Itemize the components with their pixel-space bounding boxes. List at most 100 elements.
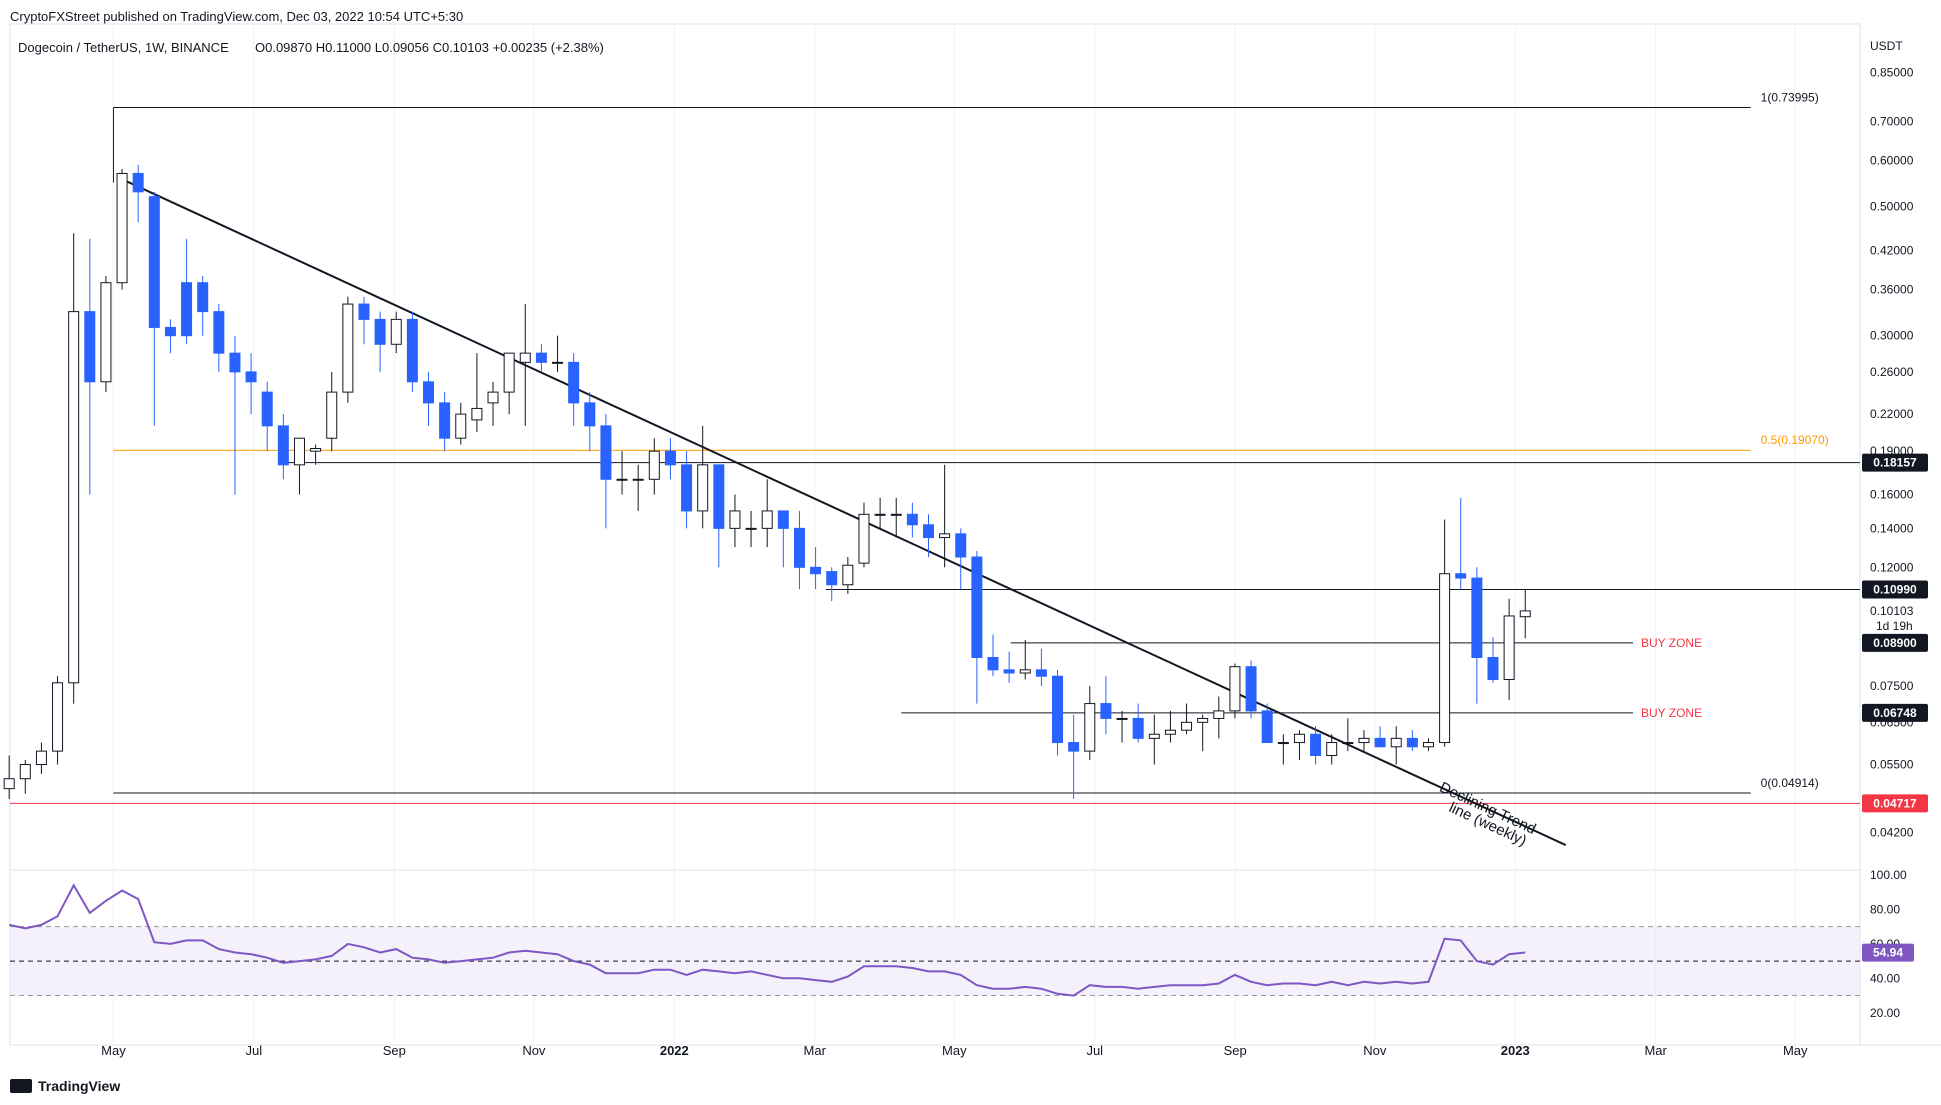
candle-body bbox=[132, 172, 144, 193]
countdown-label: 1d 19h bbox=[1876, 619, 1913, 633]
rsi-line bbox=[8, 883, 1526, 997]
candle-body bbox=[777, 510, 789, 529]
price-badge-label: 0.08900 bbox=[1873, 636, 1917, 650]
candle-body bbox=[616, 478, 628, 481]
rsi-tick-label: 80.00 bbox=[1870, 902, 1900, 916]
candle-body bbox=[1439, 573, 1451, 744]
candle-body bbox=[1326, 742, 1338, 757]
candle-body bbox=[1310, 733, 1322, 757]
candle-body bbox=[939, 533, 951, 539]
candle-body bbox=[1487, 656, 1499, 680]
price-tick-label: 0.30000 bbox=[1870, 329, 1914, 343]
candle-body bbox=[632, 478, 644, 481]
candle-body bbox=[358, 303, 370, 320]
price-badge bbox=[1862, 453, 1928, 472]
candle-body bbox=[326, 391, 338, 439]
price-tick-label: 0.16000 bbox=[1870, 488, 1914, 502]
candle-body bbox=[584, 402, 596, 427]
price-tick-label: 0.26000 bbox=[1870, 365, 1914, 379]
price-tick-label: 0.12000 bbox=[1870, 560, 1914, 574]
candle-body bbox=[568, 361, 580, 404]
candle-body bbox=[842, 564, 854, 586]
time-tick-label: Sep bbox=[1224, 1043, 1247, 1058]
price-tick-label: 0.85000 bbox=[1870, 65, 1914, 79]
tradingview-brand: TradingView bbox=[10, 1078, 120, 1094]
candle-body bbox=[1503, 615, 1515, 680]
candle-body bbox=[68, 311, 80, 684]
candle-body bbox=[374, 318, 386, 345]
candle-body bbox=[100, 282, 112, 383]
candle-body bbox=[906, 513, 918, 526]
time-tick-label: Nov bbox=[522, 1043, 546, 1058]
candle-body bbox=[1293, 733, 1305, 744]
time-tick-label: May bbox=[942, 1043, 967, 1058]
candle-body bbox=[293, 437, 305, 466]
candle-body bbox=[1181, 721, 1193, 731]
candle-body bbox=[648, 450, 660, 480]
price-tick-label: 0.10103 bbox=[1870, 604, 1914, 618]
level-label: 0.5(0.19070) bbox=[1761, 433, 1829, 447]
time-tick-label: Mar bbox=[1644, 1043, 1667, 1058]
rsi-badge-label: 54.94 bbox=[1873, 946, 1903, 960]
candle-body bbox=[1422, 742, 1434, 748]
candle-body bbox=[1471, 577, 1483, 658]
tradingview-logo-icon bbox=[10, 1079, 32, 1093]
price-badge-label: 0.06748 bbox=[1873, 706, 1917, 720]
rsi-tick-label: 40.00 bbox=[1870, 971, 1900, 985]
candle-body bbox=[19, 764, 31, 780]
candle-body bbox=[1019, 669, 1031, 674]
candle-body bbox=[1068, 742, 1080, 752]
candle-body bbox=[1406, 737, 1418, 748]
candle-body bbox=[1100, 703, 1112, 719]
time-tick-label: Nov bbox=[1363, 1043, 1387, 1058]
candle-body bbox=[1229, 666, 1241, 712]
level-label: BUY ZONE bbox=[1641, 636, 1702, 650]
candle-body bbox=[1245, 666, 1257, 712]
candle-body bbox=[35, 750, 47, 766]
candle-body bbox=[261, 391, 273, 427]
price-tick-label: 0.07500 bbox=[1870, 679, 1914, 693]
candle-body bbox=[600, 425, 612, 480]
candle-body bbox=[729, 510, 741, 529]
candle-body bbox=[1052, 675, 1064, 744]
candle-body bbox=[552, 361, 564, 364]
candle-body bbox=[1374, 737, 1386, 748]
price-badge bbox=[1862, 794, 1928, 813]
candle-body bbox=[1358, 737, 1370, 744]
candle-body bbox=[1455, 573, 1467, 579]
trendline bbox=[118, 177, 1567, 846]
candle-body bbox=[535, 352, 547, 363]
rsi-badge bbox=[1862, 943, 1914, 962]
candle-body bbox=[181, 282, 193, 337]
price-tick-label: 0.36000 bbox=[1870, 283, 1914, 297]
candle-body bbox=[1164, 729, 1176, 735]
candle-body bbox=[713, 464, 725, 529]
time-tick-label: Jul bbox=[1086, 1043, 1103, 1058]
candle-body bbox=[3, 778, 15, 790]
brand-label: TradingView bbox=[38, 1078, 121, 1094]
price-tick-label: 0.14000 bbox=[1870, 521, 1914, 535]
price-badge-label: 0.04717 bbox=[1873, 796, 1917, 810]
price-tick-label: 0.60000 bbox=[1870, 153, 1914, 167]
candle-body bbox=[1197, 717, 1209, 723]
candle-body bbox=[213, 311, 225, 354]
candle-body bbox=[826, 571, 838, 586]
candle-body bbox=[390, 318, 402, 345]
candle-body bbox=[1003, 669, 1015, 674]
candle-body bbox=[471, 407, 483, 421]
candle-body bbox=[1116, 717, 1128, 720]
candle-body bbox=[987, 656, 999, 671]
price-tick-label: 0.04200 bbox=[1870, 826, 1914, 840]
time-tick-label: May bbox=[101, 1043, 126, 1058]
level-label: 0(0.04914) bbox=[1761, 776, 1819, 790]
time-tick-label: Sep bbox=[383, 1043, 406, 1058]
candle-body bbox=[745, 527, 757, 530]
price-tick-label: 0.05500 bbox=[1870, 758, 1914, 772]
candle-body bbox=[148, 196, 160, 328]
candle-body bbox=[197, 282, 209, 313]
time-tick-label: May bbox=[1783, 1043, 1808, 1058]
time-tick-label: 2023 bbox=[1501, 1043, 1530, 1058]
candle-body bbox=[1084, 703, 1096, 752]
plot-frame bbox=[9, 23, 1861, 1046]
